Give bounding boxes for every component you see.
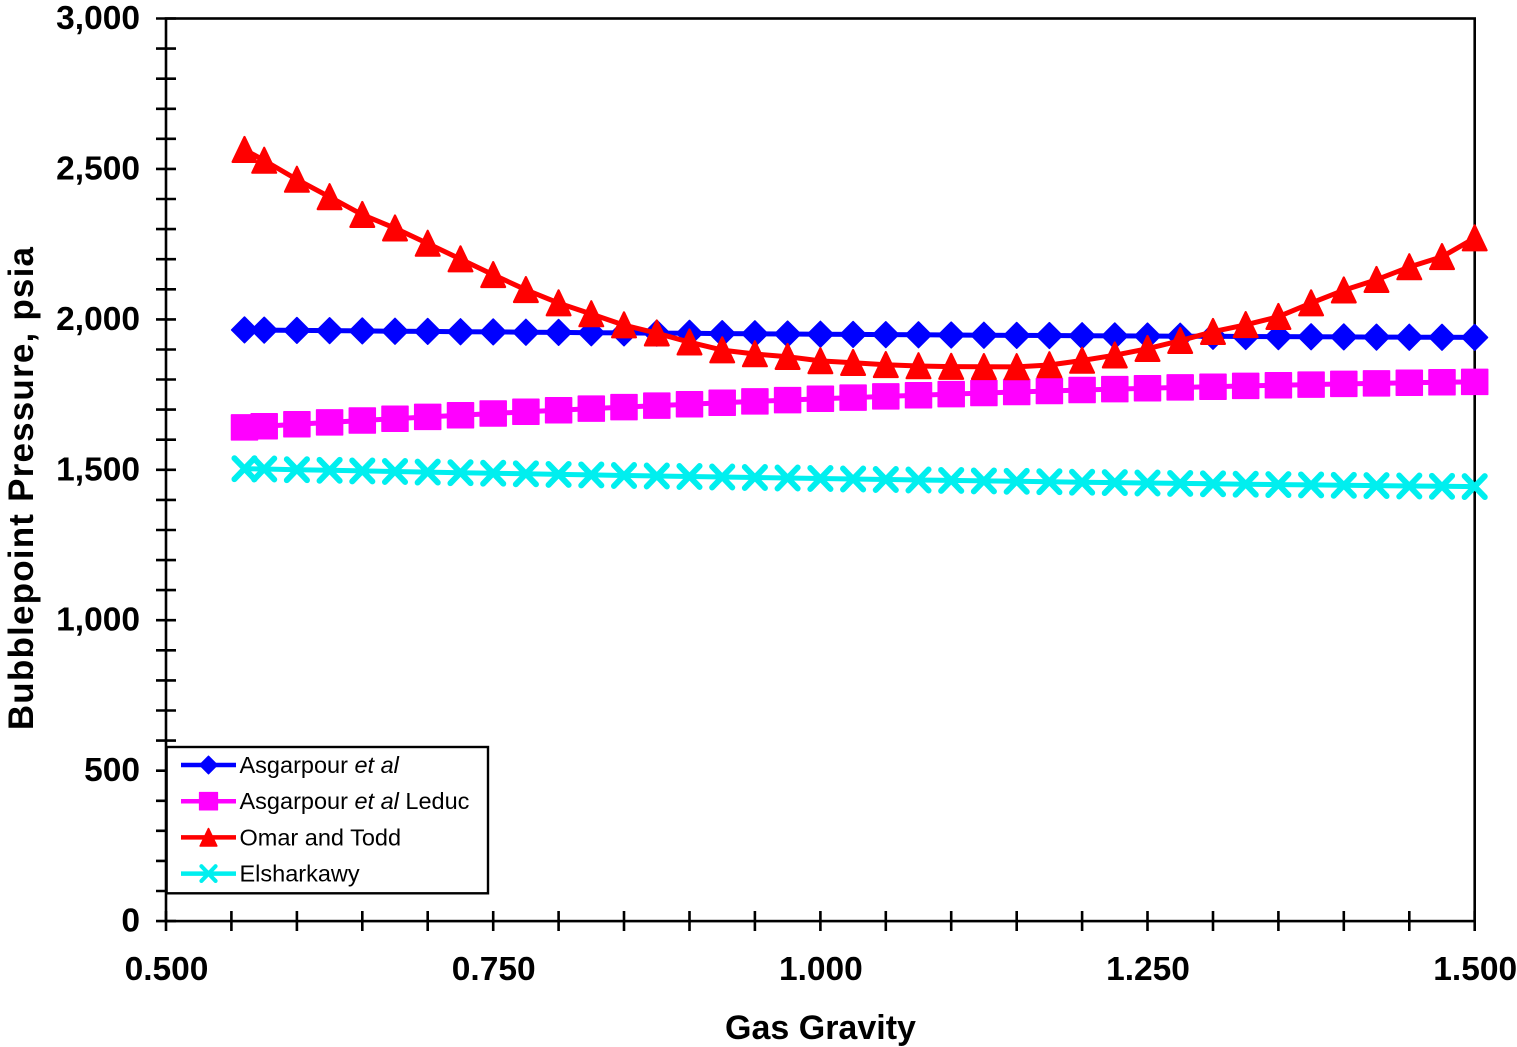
svg-text:Bubblepoint Pressure, psia: Bubblepoint Pressure, psia	[2, 246, 41, 730]
svg-text:2,000: 2,000	[56, 301, 140, 338]
svg-text:0.750: 0.750	[452, 951, 536, 988]
svg-text:1,500: 1,500	[56, 451, 140, 488]
svg-text:Gas Gravity: Gas Gravity	[725, 1009, 916, 1047]
svg-text:Asgarpour et al Leduc: Asgarpour et al Leduc	[240, 788, 470, 814]
svg-text:0: 0	[121, 903, 140, 940]
svg-text:1.000: 1.000	[779, 951, 863, 988]
svg-text:500: 500	[84, 752, 140, 789]
svg-text:Asgarpour et al: Asgarpour et al	[240, 752, 400, 778]
svg-text:0.500: 0.500	[125, 951, 209, 988]
svg-text:2,500: 2,500	[56, 150, 140, 187]
svg-text:Omar and Todd: Omar and Todd	[240, 824, 402, 850]
svg-text:3,000: 3,000	[56, 0, 140, 37]
svg-text:1,000: 1,000	[56, 602, 140, 639]
svg-text:1.250: 1.250	[1106, 951, 1190, 988]
svg-text:1.500: 1.500	[1433, 951, 1517, 988]
svg-text:Elsharkawy: Elsharkawy	[240, 861, 360, 887]
